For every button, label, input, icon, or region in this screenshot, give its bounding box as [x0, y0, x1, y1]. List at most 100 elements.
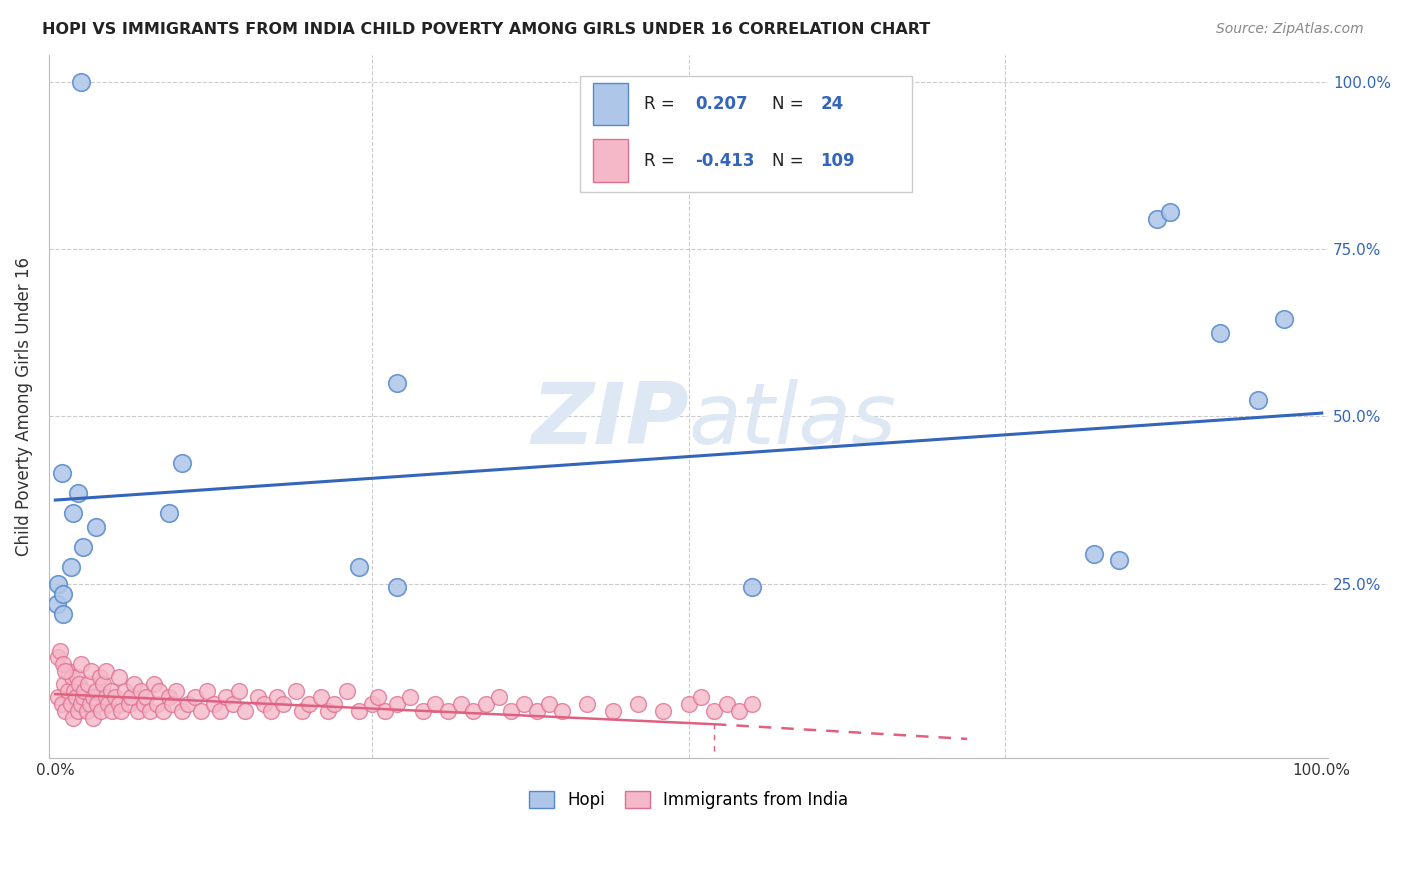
Point	[538, 697, 561, 711]
Point	[120, 690, 142, 705]
Point	[323, 697, 346, 711]
Point	[1272, 312, 1295, 326]
Point	[488, 690, 510, 705]
Text: atlas: atlas	[689, 379, 897, 462]
Point	[118, 697, 141, 711]
FancyBboxPatch shape	[579, 76, 912, 192]
Point	[475, 697, 498, 711]
Point	[52, 587, 75, 601]
Point	[97, 697, 120, 711]
Point	[266, 690, 288, 705]
Point	[703, 704, 725, 718]
Point	[215, 690, 238, 705]
Point	[49, 643, 72, 657]
Point	[233, 704, 256, 718]
Point	[728, 704, 751, 718]
Text: HOPI VS IMMIGRANTS FROM INDIA CHILD POVERTY AMONG GIRLS UNDER 16 CORRELATION CHA: HOPI VS IMMIGRANTS FROM INDIA CHILD POVE…	[42, 22, 931, 37]
Point	[110, 704, 132, 718]
Point	[114, 683, 136, 698]
Point	[576, 697, 599, 711]
Point	[374, 704, 396, 718]
Point	[107, 697, 129, 711]
Point	[160, 697, 183, 711]
Point	[131, 683, 153, 698]
Point	[690, 690, 713, 705]
Point	[51, 467, 73, 481]
Point	[190, 704, 212, 718]
Point	[361, 697, 384, 711]
Point	[53, 677, 76, 691]
Point	[84, 520, 107, 534]
Point	[52, 657, 75, 671]
Point	[551, 704, 574, 718]
Text: ZIP: ZIP	[531, 379, 689, 462]
Point	[143, 677, 166, 691]
Point	[259, 704, 281, 718]
Point	[90, 704, 112, 718]
Point	[1083, 547, 1105, 561]
Point	[80, 664, 103, 678]
Point	[45, 597, 67, 611]
Point	[157, 690, 180, 705]
FancyBboxPatch shape	[592, 83, 628, 126]
Point	[253, 697, 276, 711]
Point	[387, 580, 409, 594]
Point	[72, 690, 94, 705]
Point	[86, 697, 108, 711]
Point	[297, 697, 319, 711]
Point	[127, 704, 149, 718]
Point	[1146, 212, 1168, 227]
Point	[79, 697, 101, 711]
Point	[62, 710, 84, 724]
Point	[513, 697, 536, 711]
Point	[67, 486, 90, 500]
Point	[107, 670, 129, 684]
Point	[309, 690, 332, 705]
Point	[104, 690, 127, 705]
Point	[72, 540, 94, 554]
Text: Source: ZipAtlas.com: Source: ZipAtlas.com	[1216, 22, 1364, 37]
Point	[1108, 553, 1130, 567]
Point	[412, 704, 434, 718]
Point	[82, 710, 104, 724]
Text: 24: 24	[820, 95, 844, 113]
Point	[170, 704, 193, 718]
Point	[157, 507, 180, 521]
Point	[69, 697, 91, 711]
Point	[65, 690, 87, 705]
Point	[1159, 205, 1181, 219]
Point	[501, 704, 523, 718]
Point	[602, 704, 624, 718]
Point	[73, 683, 96, 698]
Point	[177, 697, 200, 711]
Point	[387, 697, 409, 711]
Point	[77, 677, 100, 691]
Point	[46, 690, 69, 705]
Point	[132, 697, 155, 711]
Point	[463, 704, 485, 718]
Point	[349, 704, 371, 718]
Legend: Hopi, Immigrants from India: Hopi, Immigrants from India	[522, 785, 855, 816]
Point	[101, 704, 124, 718]
Point	[183, 690, 205, 705]
Text: N =: N =	[772, 95, 808, 113]
Point	[741, 697, 763, 711]
Point	[59, 560, 82, 574]
Point	[284, 683, 307, 698]
FancyBboxPatch shape	[592, 139, 628, 182]
Point	[349, 560, 371, 574]
Point	[94, 664, 117, 678]
Point	[46, 650, 69, 665]
Text: 109: 109	[820, 152, 855, 169]
Text: R =: R =	[644, 152, 679, 169]
Point	[399, 690, 422, 705]
Point	[195, 683, 218, 698]
Point	[135, 690, 157, 705]
Point	[55, 664, 77, 678]
Point	[716, 697, 738, 711]
Point	[60, 670, 83, 684]
Point	[145, 697, 167, 711]
Point	[291, 704, 314, 718]
Point	[51, 697, 73, 711]
Point	[94, 690, 117, 705]
